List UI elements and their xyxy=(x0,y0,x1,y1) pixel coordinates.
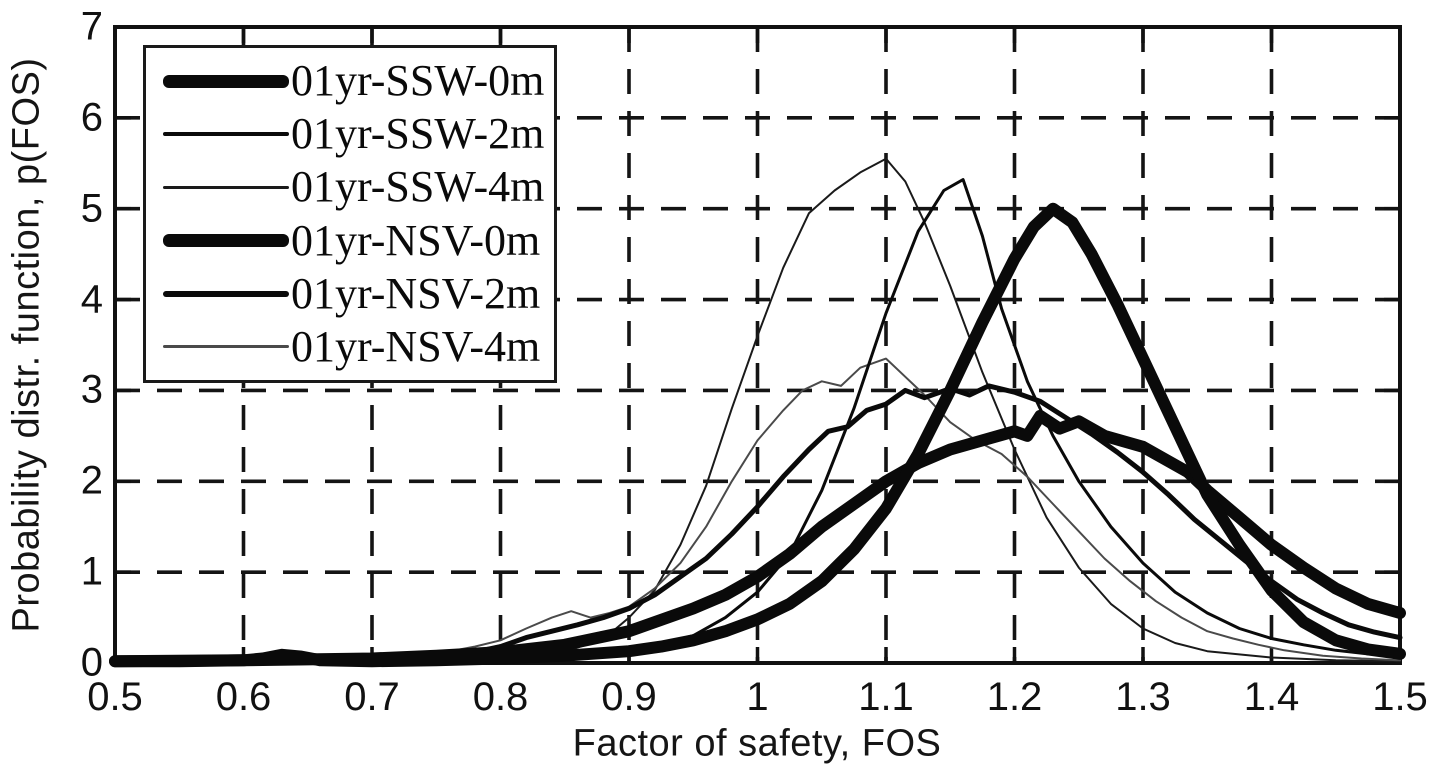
legend-item: 01yr-NSV-2m xyxy=(163,268,554,320)
x-tick-label: 1 xyxy=(746,675,769,719)
x-tick-label: 0.5 xyxy=(87,675,143,719)
legend-line-sample xyxy=(163,234,289,248)
x-tick-label: 0.6 xyxy=(215,675,272,719)
x-axis-title: Factor of safety, FOS xyxy=(572,722,942,765)
y-tick-label: 6 xyxy=(80,95,103,140)
legend-line-sample xyxy=(163,74,289,88)
series-01yr-NSV-2m xyxy=(112,383,1403,665)
legend-line-sample xyxy=(163,185,289,189)
legend-item-label: 01yr-SSW-0m xyxy=(291,56,545,106)
legend-item-label: 01yr-SSW-2m xyxy=(291,109,545,159)
x-tick-label: 1.3 xyxy=(1115,675,1171,719)
series-01yr-NSV-0m xyxy=(109,409,1406,668)
x-tick-label: 1.2 xyxy=(986,675,1043,719)
x-tick-label: 1.5 xyxy=(1372,675,1428,719)
y-axis-title: Probability distr. function, p(FOS) xyxy=(5,57,48,633)
y-tick-label: 1 xyxy=(80,549,103,594)
legend-line-sample xyxy=(163,290,289,297)
y-tick-label: 2 xyxy=(80,458,103,503)
y-tick-label: 5 xyxy=(80,186,103,231)
series-01yr-NSV-4m xyxy=(114,357,1401,664)
y-tick-label: 7 xyxy=(80,4,103,49)
legend-item: 01yr-NSV-4m xyxy=(163,321,554,373)
legend-item-label: 01yr-NSV-2m xyxy=(291,268,541,318)
legend-item: 01yr-SSW-2m xyxy=(163,108,554,160)
legend-item: 01yr-SSW-4m xyxy=(163,161,554,213)
legend-item: 01yr-SSW-0m xyxy=(163,55,554,107)
plot-border xyxy=(113,25,1402,665)
legend-item: 01yr-NSV-0m xyxy=(163,215,554,267)
y-tick-label: 3 xyxy=(80,367,103,412)
x-tick-label: 1.1 xyxy=(858,675,914,719)
x-tick-label: 0.8 xyxy=(472,675,529,719)
y-tick-label: 0 xyxy=(80,640,103,685)
legend-item-label: 01yr-NSV-4m xyxy=(291,321,541,371)
y-tick-label: 4 xyxy=(80,277,103,322)
legend-item-label: 01yr-SSW-4m xyxy=(291,162,545,212)
series-01yr-SSW-0m xyxy=(109,202,1406,668)
legend-line-sample xyxy=(163,132,289,137)
legend: 01yr-SSW-0m 01yr-SSW-2m 01yr-SSW-4m 01yr-NS… xyxy=(143,45,557,383)
x-tick-label: 0.9 xyxy=(601,675,657,719)
x-tick-label: 1.4 xyxy=(1243,675,1300,719)
x-tick-label: 0.7 xyxy=(344,675,400,719)
legend-line-sample xyxy=(163,345,289,349)
legend-item-label: 01yr-NSV-0m xyxy=(291,215,541,265)
